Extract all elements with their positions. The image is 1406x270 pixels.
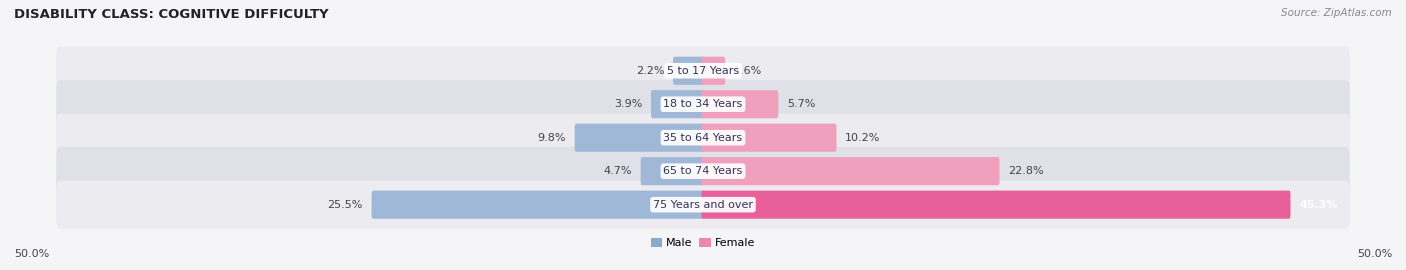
Text: 50.0%: 50.0% [1357,249,1392,259]
FancyBboxPatch shape [702,124,837,152]
Text: 18 to 34 Years: 18 to 34 Years [664,99,742,109]
FancyBboxPatch shape [56,147,1350,195]
FancyBboxPatch shape [702,191,1291,219]
Text: 22.8%: 22.8% [1008,166,1043,176]
FancyBboxPatch shape [56,47,1350,95]
Text: 1.6%: 1.6% [734,66,762,76]
Text: 45.3%: 45.3% [1299,200,1339,210]
FancyBboxPatch shape [641,157,704,185]
Text: 2.2%: 2.2% [636,66,664,76]
Text: 5.7%: 5.7% [787,99,815,109]
Text: Source: ZipAtlas.com: Source: ZipAtlas.com [1281,8,1392,18]
Legend: Male, Female: Male, Female [647,233,759,253]
FancyBboxPatch shape [702,157,1000,185]
Text: 10.2%: 10.2% [845,133,880,143]
FancyBboxPatch shape [575,124,704,152]
FancyBboxPatch shape [673,57,704,85]
Text: 65 to 74 Years: 65 to 74 Years [664,166,742,176]
Text: 75 Years and over: 75 Years and over [652,200,754,210]
Text: 35 to 64 Years: 35 to 64 Years [664,133,742,143]
FancyBboxPatch shape [371,191,704,219]
FancyBboxPatch shape [56,181,1350,229]
Text: 9.8%: 9.8% [537,133,565,143]
FancyBboxPatch shape [702,90,779,118]
Text: 4.7%: 4.7% [603,166,631,176]
Text: 5 to 17 Years: 5 to 17 Years [666,66,740,76]
Text: 25.5%: 25.5% [328,200,363,210]
FancyBboxPatch shape [56,114,1350,162]
Text: DISABILITY CLASS: COGNITIVE DIFFICULTY: DISABILITY CLASS: COGNITIVE DIFFICULTY [14,8,329,21]
Text: 50.0%: 50.0% [14,249,49,259]
FancyBboxPatch shape [702,57,725,85]
Text: 3.9%: 3.9% [614,99,643,109]
FancyBboxPatch shape [651,90,704,118]
FancyBboxPatch shape [56,80,1350,128]
